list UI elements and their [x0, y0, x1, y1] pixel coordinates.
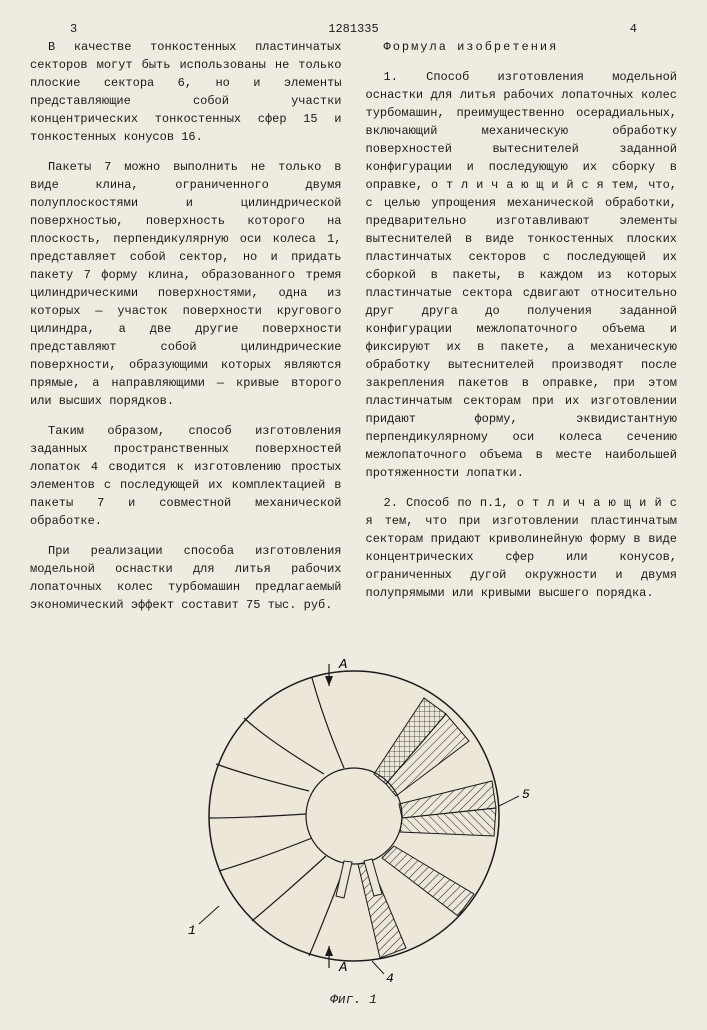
figure-1: A A: [30, 646, 677, 1010]
label-4: 4: [386, 971, 394, 986]
label-5: 5: [522, 787, 530, 802]
claim: 1. Способ изготовления модельной оснастк…: [366, 68, 678, 482]
label-A-bottom: A: [338, 960, 347, 976]
doc-number: 1281335: [328, 20, 378, 38]
turbine-wheel-diagram: A A: [174, 646, 534, 986]
formula-header: Формула изобретения: [366, 38, 678, 56]
para: При реализации способа изготовления моде…: [30, 542, 342, 614]
left-column: В качестве тонкостенных пластинчатых сек…: [30, 38, 342, 626]
label-1: 1: [188, 923, 196, 938]
para: В качестве тонкостенных пластинчатых сек…: [30, 38, 342, 146]
claim: 2. Способ по п.1, о т л и ч а ю щ и й с …: [366, 494, 678, 602]
para: Таким образом, способ изготовления задан…: [30, 422, 342, 530]
page-right: 4: [630, 20, 637, 38]
right-column: Формула изобретения 1. Способ изготовлен…: [366, 38, 678, 626]
label-A-top: A: [338, 657, 347, 673]
para: Пакеты 7 можно выполнить не только в вид…: [30, 158, 342, 410]
page-left: 3: [70, 20, 77, 38]
